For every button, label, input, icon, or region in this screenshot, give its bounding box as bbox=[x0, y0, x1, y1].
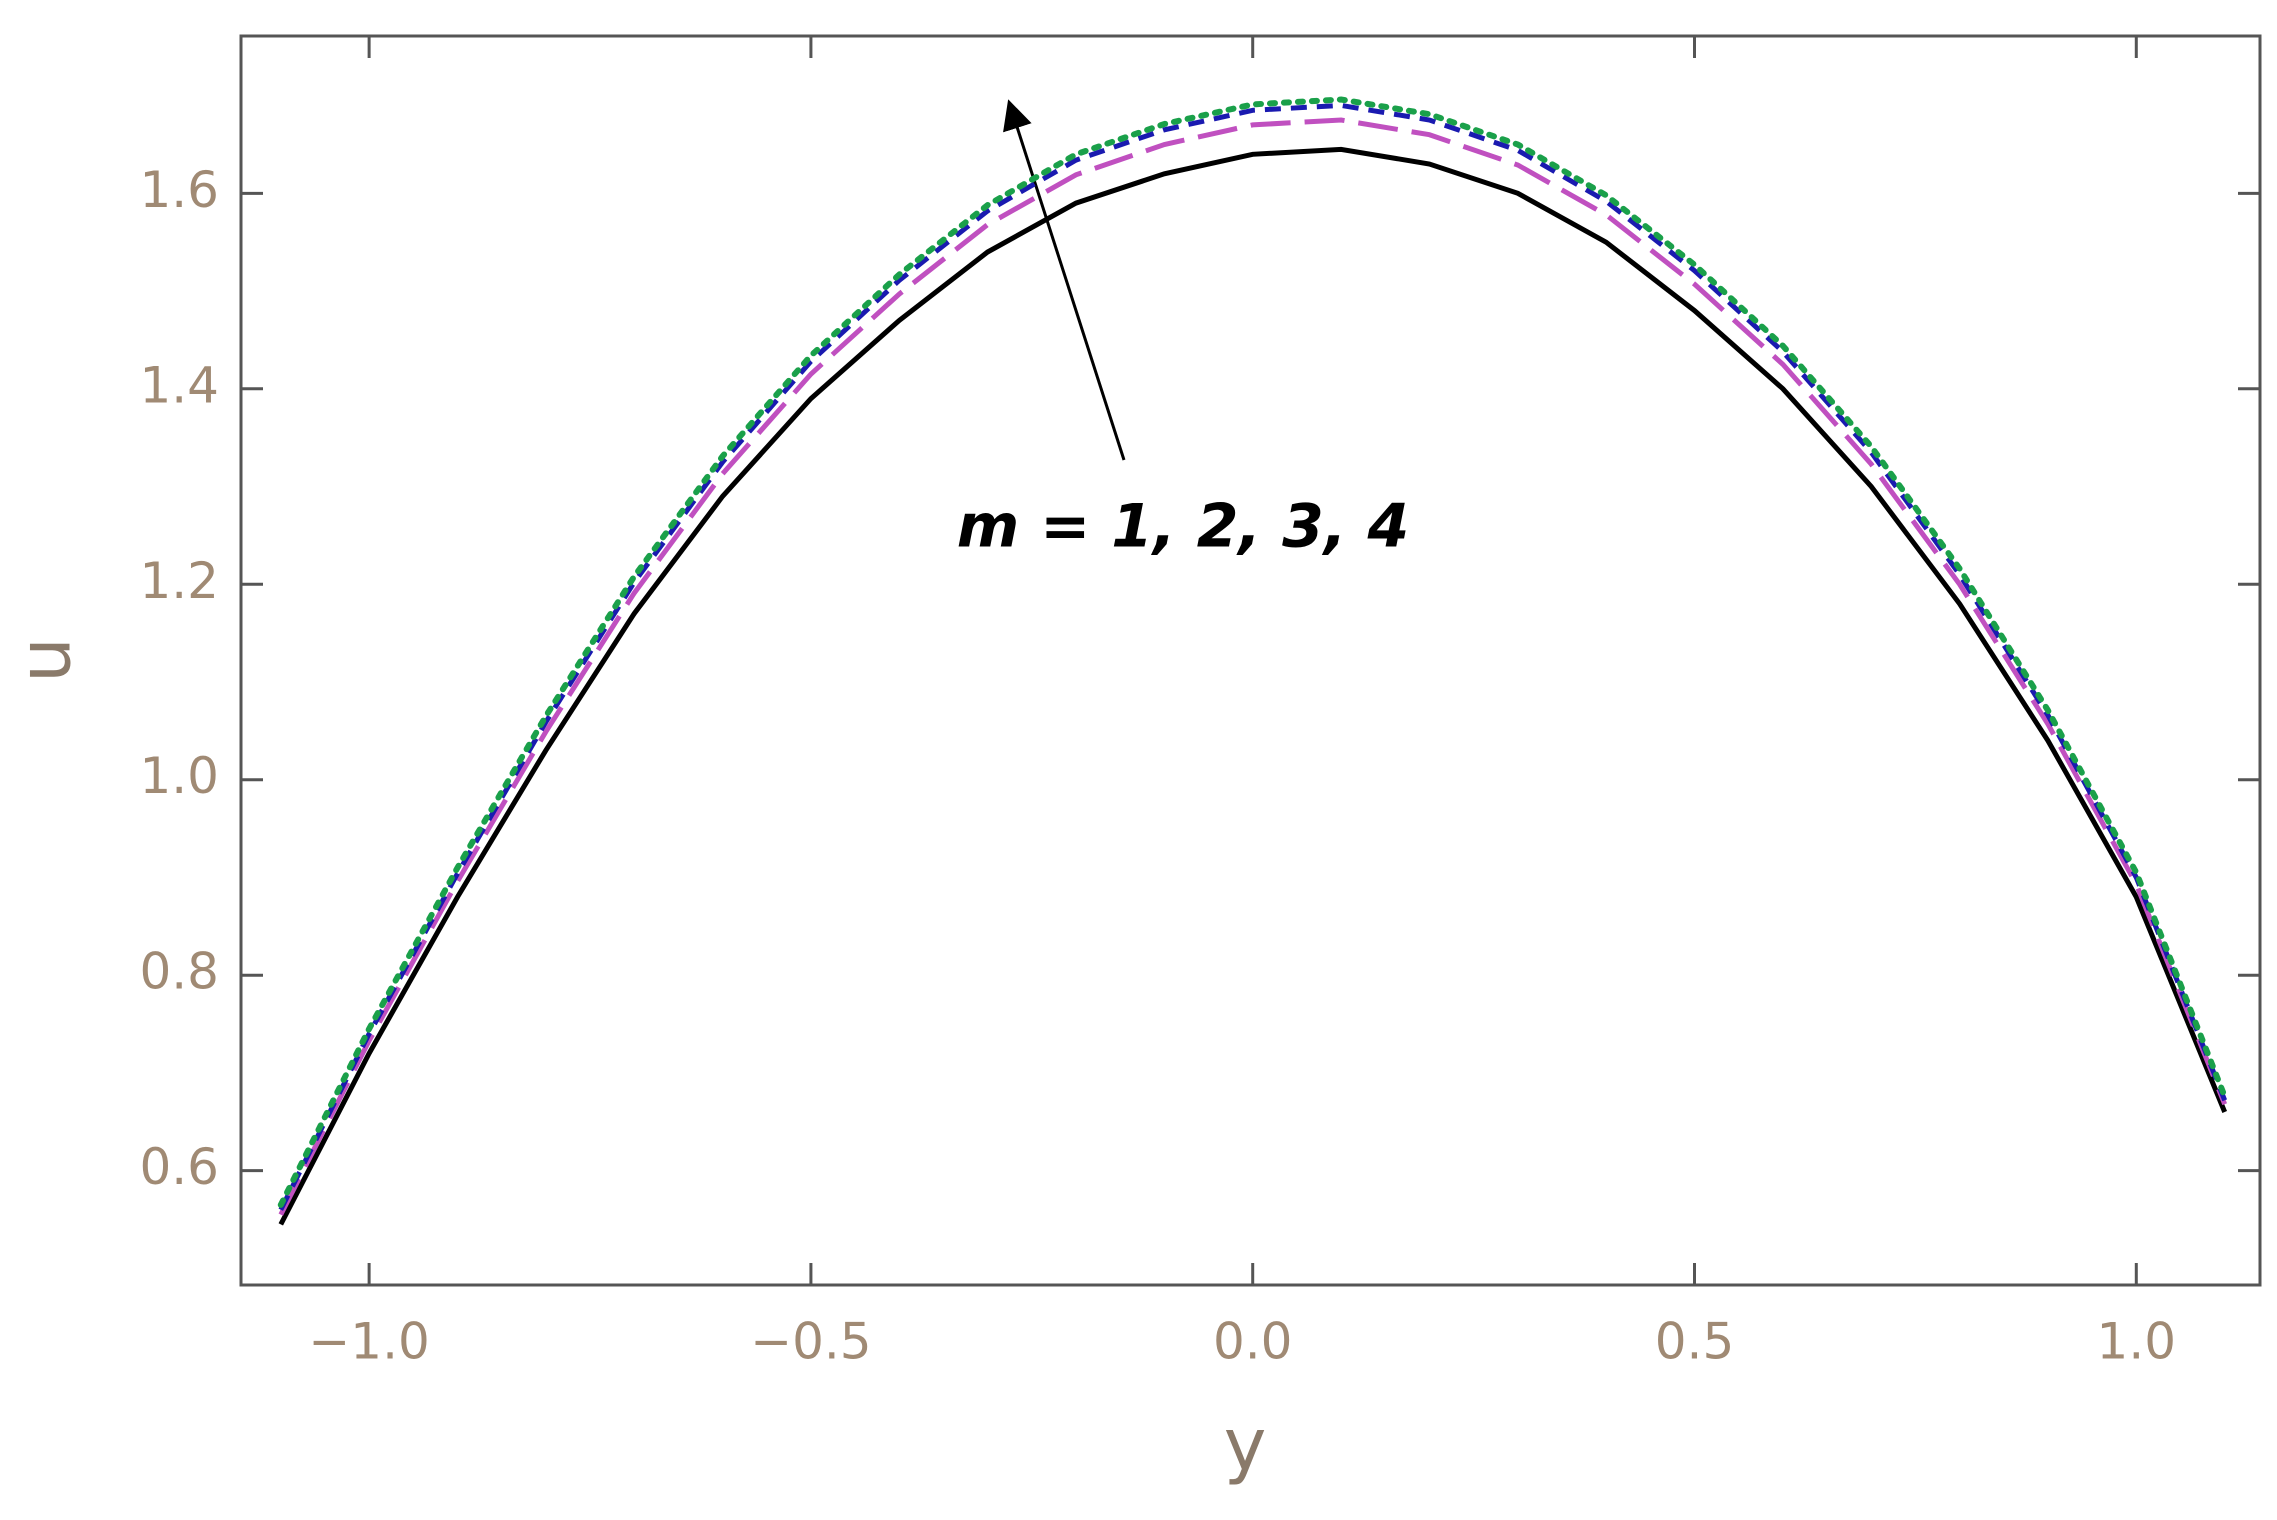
y-tick-label: 1.4 bbox=[139, 356, 219, 414]
data-line bbox=[278, 102, 2228, 1211]
annotation-arrow bbox=[1003, 99, 1126, 461]
x-tick-label: 0.0 bbox=[1213, 1313, 1293, 1371]
y-tick-label: 0.6 bbox=[139, 1138, 219, 1196]
x-axis-label: y bbox=[1224, 1403, 1267, 1487]
x-tick-label: 1.0 bbox=[2097, 1313, 2177, 1371]
y-tick-label: 1.2 bbox=[139, 552, 219, 610]
x-tick-label: −0.5 bbox=[750, 1313, 871, 1371]
y-tick-label: 1.6 bbox=[139, 161, 219, 219]
data-line bbox=[278, 146, 2228, 1226]
x-tick-label: −1.0 bbox=[308, 1313, 429, 1371]
plot-frame bbox=[239, 34, 2262, 1287]
data-line bbox=[277, 96, 2228, 1208]
annotation: m = 1, 2, 3, 4 bbox=[957, 492, 1410, 562]
data-line bbox=[278, 117, 2228, 1216]
y-tick-label: 0.8 bbox=[139, 943, 219, 1001]
y-tick-label: 1.0 bbox=[139, 747, 219, 805]
x-tick-label: 0.5 bbox=[1655, 1313, 1735, 1371]
y-axis-label: u bbox=[3, 637, 87, 683]
